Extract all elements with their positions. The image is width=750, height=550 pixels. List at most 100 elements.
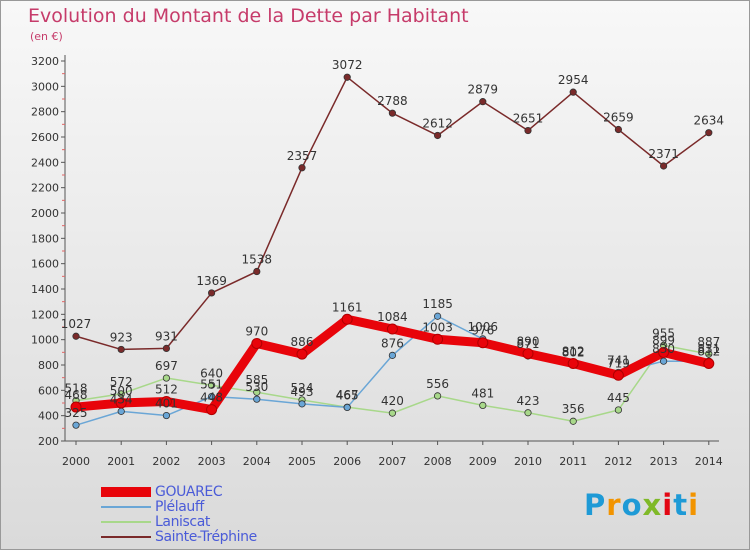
- data-label: 1084: [377, 310, 408, 324]
- data-point-gouarec: [567, 357, 579, 369]
- x-tick-label: 2009: [469, 455, 497, 468]
- proxiti-logo: Proxiti: [584, 488, 699, 522]
- data-point-laniscat: [705, 350, 713, 358]
- y-tick-label: 2200: [31, 182, 59, 195]
- x-tick-label: 2012: [604, 455, 632, 468]
- x-tick-label: 2001: [107, 455, 135, 468]
- data-label: 1003: [422, 320, 453, 334]
- data-point-gouarec: [296, 348, 308, 360]
- x-tick-label: 2013: [650, 455, 678, 468]
- data-label: 445: [607, 391, 630, 405]
- data-point-sainte-trephine: [117, 345, 125, 354]
- data-label: 1006: [468, 320, 499, 334]
- data-label: 719: [607, 356, 630, 370]
- y-tick-label: 800: [38, 359, 59, 372]
- data-point-laniscat: [433, 392, 442, 400]
- data-label: 467: [336, 388, 359, 402]
- data-label: 1185: [422, 297, 453, 311]
- data-point-sainte-trephine: [208, 289, 216, 297]
- data-point-laniscat: [162, 374, 170, 382]
- x-tick-label: 2010: [514, 455, 542, 468]
- data-point-sainte-trephine: [524, 126, 532, 135]
- data-point-laniscat: [253, 388, 261, 396]
- data-label: 401: [155, 397, 178, 411]
- logo-letter: x: [642, 488, 663, 522]
- data-label: 524: [291, 381, 314, 395]
- data-point-gouarec: [70, 401, 82, 413]
- data-label: 530: [245, 380, 268, 394]
- data-label: 886: [291, 335, 314, 349]
- x-tick-label: 2002: [152, 455, 180, 468]
- data-point-plelauff: [117, 407, 125, 415]
- data-point-plelauff: [162, 411, 170, 420]
- data-label: 697: [155, 359, 178, 373]
- x-tick-label: 2004: [243, 455, 271, 468]
- data-label: 2634: [694, 114, 725, 128]
- data-point-plelauff: [388, 351, 396, 359]
- y-tick-label: 200: [38, 435, 59, 448]
- y-tick-label: 2400: [31, 156, 59, 169]
- data-point-gouarec: [522, 348, 534, 360]
- data-point-sainte-trephine: [162, 344, 170, 353]
- data-point-laniscat: [388, 409, 396, 417]
- data-point-laniscat: [524, 409, 532, 417]
- y-tick-label: 1400: [31, 283, 59, 296]
- data-point-gouarec: [432, 333, 444, 345]
- y-tick-label: 2000: [31, 207, 59, 220]
- data-label: 1369: [196, 274, 227, 288]
- logo-letter: i: [688, 488, 700, 522]
- data-point-sainte-trephine: [479, 98, 487, 106]
- legend-swatch: [101, 536, 151, 538]
- x-tick-label: 2014: [695, 455, 723, 468]
- data-label: 512: [155, 382, 178, 396]
- data-label: 2879: [468, 83, 499, 97]
- data-point-gouarec: [341, 313, 353, 325]
- y-tick-label: 2800: [31, 106, 59, 119]
- data-label: 955: [652, 326, 675, 340]
- y-tick-label: 1600: [31, 258, 59, 271]
- data-point-plelauff: [72, 421, 80, 429]
- logo-letter: t: [673, 488, 689, 522]
- data-point-laniscat: [208, 381, 216, 389]
- x-tick-label: 2011: [559, 455, 587, 468]
- data-point-laniscat: [614, 406, 623, 414]
- data-label: 2651: [513, 112, 544, 126]
- legend-swatch: [101, 521, 151, 523]
- data-label: 899: [652, 333, 675, 347]
- data-label: 640: [200, 366, 223, 380]
- data-label: 500: [110, 384, 133, 398]
- data-point-gouarec: [386, 323, 398, 335]
- data-label: 931: [155, 329, 178, 343]
- x-tick-label: 2006: [333, 455, 361, 468]
- data-point-gouarec: [612, 369, 624, 381]
- data-label: 585: [245, 373, 268, 387]
- data-label: 2954: [558, 73, 589, 87]
- legend-label: Sainte-Tréphine: [155, 529, 257, 545]
- data-point-sainte-trephine: [388, 109, 396, 117]
- data-point-sainte-trephine: [433, 131, 442, 140]
- data-label: 2659: [603, 111, 634, 125]
- data-label: 802: [562, 346, 585, 360]
- data-label: 551: [200, 378, 223, 392]
- data-point-laniscat: [569, 417, 577, 425]
- data-label: 493: [291, 385, 314, 399]
- data-label: 3072: [332, 58, 363, 72]
- data-point-plelauff: [659, 357, 668, 365]
- data-point-sainte-trephine: [614, 125, 623, 134]
- data-label: 465: [336, 388, 359, 402]
- data-label: 871: [517, 337, 540, 351]
- data-label: 887: [697, 335, 720, 349]
- data-point-plelauff: [208, 392, 216, 401]
- data-label: 448: [200, 391, 223, 405]
- data-label: 1538: [242, 253, 273, 267]
- x-tick-label: 2003: [198, 455, 226, 468]
- data-point-plelauff: [253, 395, 261, 403]
- y-tick-label: 3200: [31, 55, 59, 68]
- data-label: 556: [426, 377, 449, 391]
- chart-title: Evolution du Montant de la Dette par Hab…: [28, 5, 469, 27]
- data-point-sainte-trephine: [343, 73, 351, 81]
- logo-letter: r: [606, 488, 622, 522]
- y-tick-label: 400: [38, 410, 59, 423]
